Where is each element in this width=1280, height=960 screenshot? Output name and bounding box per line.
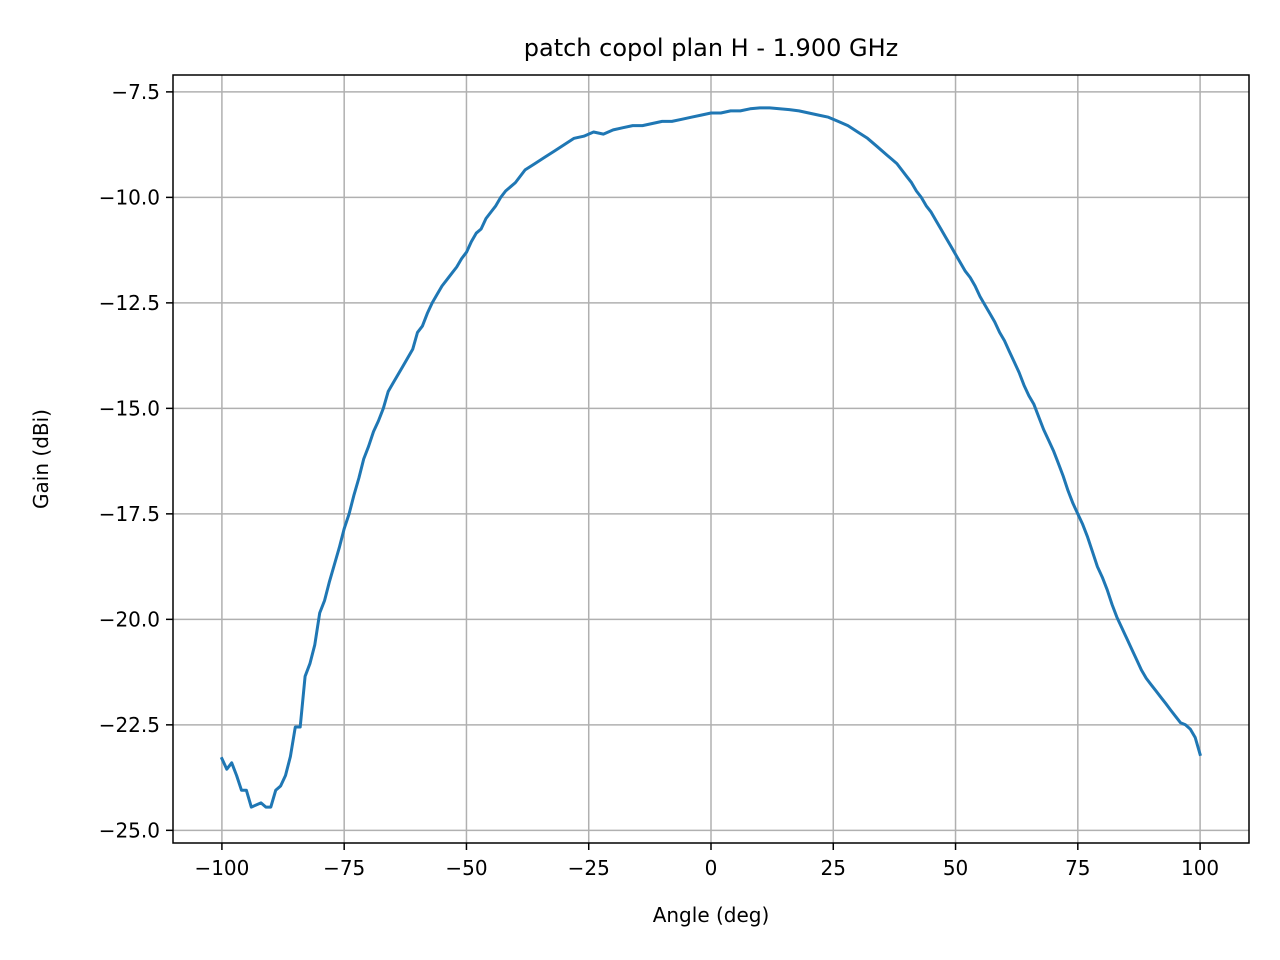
- x-tick-label: −25: [568, 856, 610, 880]
- y-tick-label: −22.5: [99, 713, 160, 737]
- chart-title: patch copol plan H - 1.900 GHz: [524, 34, 898, 62]
- x-tick-label: 100: [1181, 856, 1219, 880]
- y-tick-label: −25.0: [99, 818, 160, 842]
- gain-series-line: [219, 106, 1202, 809]
- x-tick-label: −100: [194, 856, 249, 880]
- x-axis-label: Angle (deg): [653, 903, 770, 927]
- y-tick-label: −12.5: [99, 291, 160, 315]
- y-tick-label: −20.0: [99, 607, 160, 631]
- x-tick-label: −75: [323, 856, 365, 880]
- y-tick-label: −17.5: [99, 502, 160, 526]
- x-tick-label: 50: [943, 856, 968, 880]
- x-tick-label: 0: [705, 856, 718, 880]
- tick-marks: [166, 91, 1201, 850]
- y-tick-label: −15.0: [99, 396, 160, 420]
- x-tick-label: 75: [1065, 856, 1090, 880]
- data-layer: [219, 106, 1202, 809]
- x-tick-label: 25: [821, 856, 846, 880]
- x-tick-label: −50: [445, 856, 487, 880]
- y-axis-label: Gain (dBi): [29, 409, 53, 509]
- tick-labels: −100 −75 −50 −25 0 25 50 75 100 −25.0 −22.5 −20.0 −1…: [99, 80, 1219, 880]
- y-tick-label: −7.5: [111, 80, 160, 104]
- y-tick-label: −10.0: [99, 185, 160, 209]
- grid-lines: [173, 75, 1249, 843]
